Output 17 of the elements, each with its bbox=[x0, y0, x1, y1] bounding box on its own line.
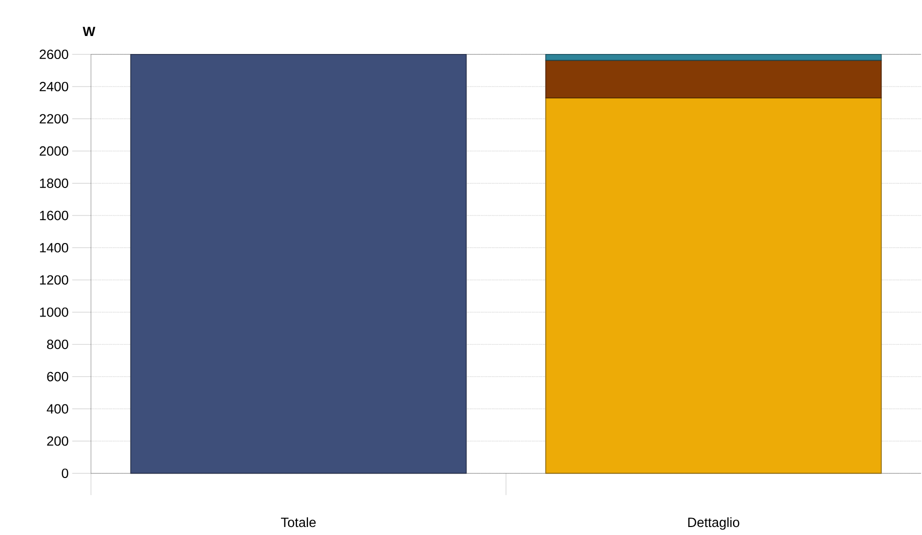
y-tick-label: 1800 bbox=[40, 178, 68, 188]
y-tick-label: 800 bbox=[47, 340, 68, 350]
y-tick-label: 2000 bbox=[40, 146, 68, 156]
x-tick-label: Dettaglio bbox=[688, 518, 740, 530]
y-tick-label: 200 bbox=[47, 436, 68, 446]
x-tick-label: Totale bbox=[280, 518, 316, 528]
y-tick-label: 400 bbox=[46, 404, 68, 414]
y-tick-label: 2600 bbox=[40, 50, 68, 60]
y-tick-label: 1400 bbox=[40, 243, 68, 253]
y-tick-label: 1600 bbox=[40, 210, 68, 220]
y-tick-label: 2200 bbox=[40, 114, 68, 124]
y-axis-title: W bbox=[82, 27, 96, 36]
y-tick-label: 1000 bbox=[40, 308, 68, 318]
y-tick-label: 0 bbox=[62, 468, 68, 478]
y-tick-label: 1200 bbox=[40, 275, 68, 285]
y-tick-label: 2400 bbox=[40, 82, 68, 92]
y-tick-label: 600 bbox=[47, 372, 68, 382]
